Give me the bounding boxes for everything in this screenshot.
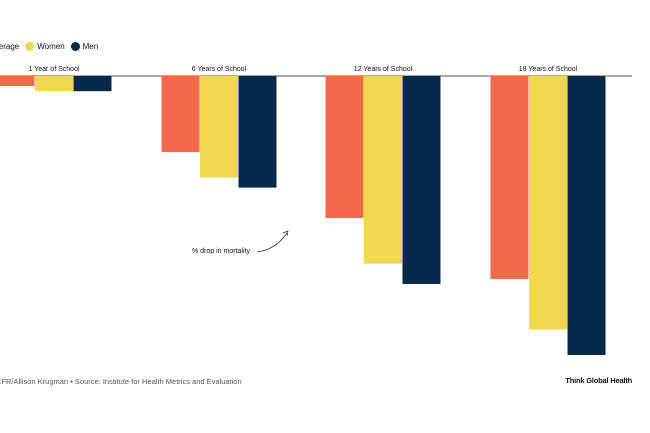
legend-label-women: Women [37,42,65,51]
legend-label-men: Men [82,42,99,51]
bar-women-2 [200,76,238,178]
bar-men-4 [567,76,606,355]
category-label-18-years: 18 Years of School [518,66,578,73]
category-label-12-years: 12 Years of School [353,66,413,73]
legend-item-women: Women [25,42,65,51]
annotation-arrow [256,232,288,253]
bar-women-1 [35,76,73,92]
bar-global-average-3 [325,76,364,218]
annotation-arrowhead [282,230,289,237]
brand-logo-text: Think Global Health [565,376,632,385]
legend-swatch-men [70,42,80,51]
bar-global-average-1 [0,76,35,87]
legend-item-global-average: l Average [0,42,19,51]
bar-men-2 [238,76,277,188]
legend: l Average Women Men [0,42,98,51]
bar-men-3 [402,76,441,284]
source-credit: CFR/Allison Krugman • Source: Institute … [0,377,242,386]
bar-women-4 [529,76,567,330]
bar-men-1 [73,76,112,92]
bar-women-3 [364,76,402,264]
category-label-1-year: 1 Year of School [28,66,80,73]
legend-item-men: Men [70,42,99,51]
category-label-6-years: 6 Years of School [191,66,247,73]
annotation-label: % drop in mortality [192,248,250,255]
legend-label-global-average: l Average [0,42,20,51]
legend-swatch-women [25,42,35,51]
bars-group [0,76,606,355]
bar-global-average-2 [161,76,200,153]
bar-global-average-4 [490,76,529,279]
